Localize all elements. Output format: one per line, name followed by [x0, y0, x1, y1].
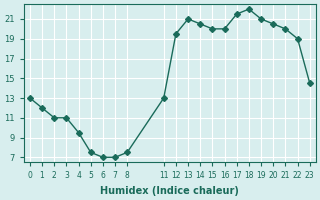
X-axis label: Humidex (Indice chaleur): Humidex (Indice chaleur) [100, 186, 239, 196]
